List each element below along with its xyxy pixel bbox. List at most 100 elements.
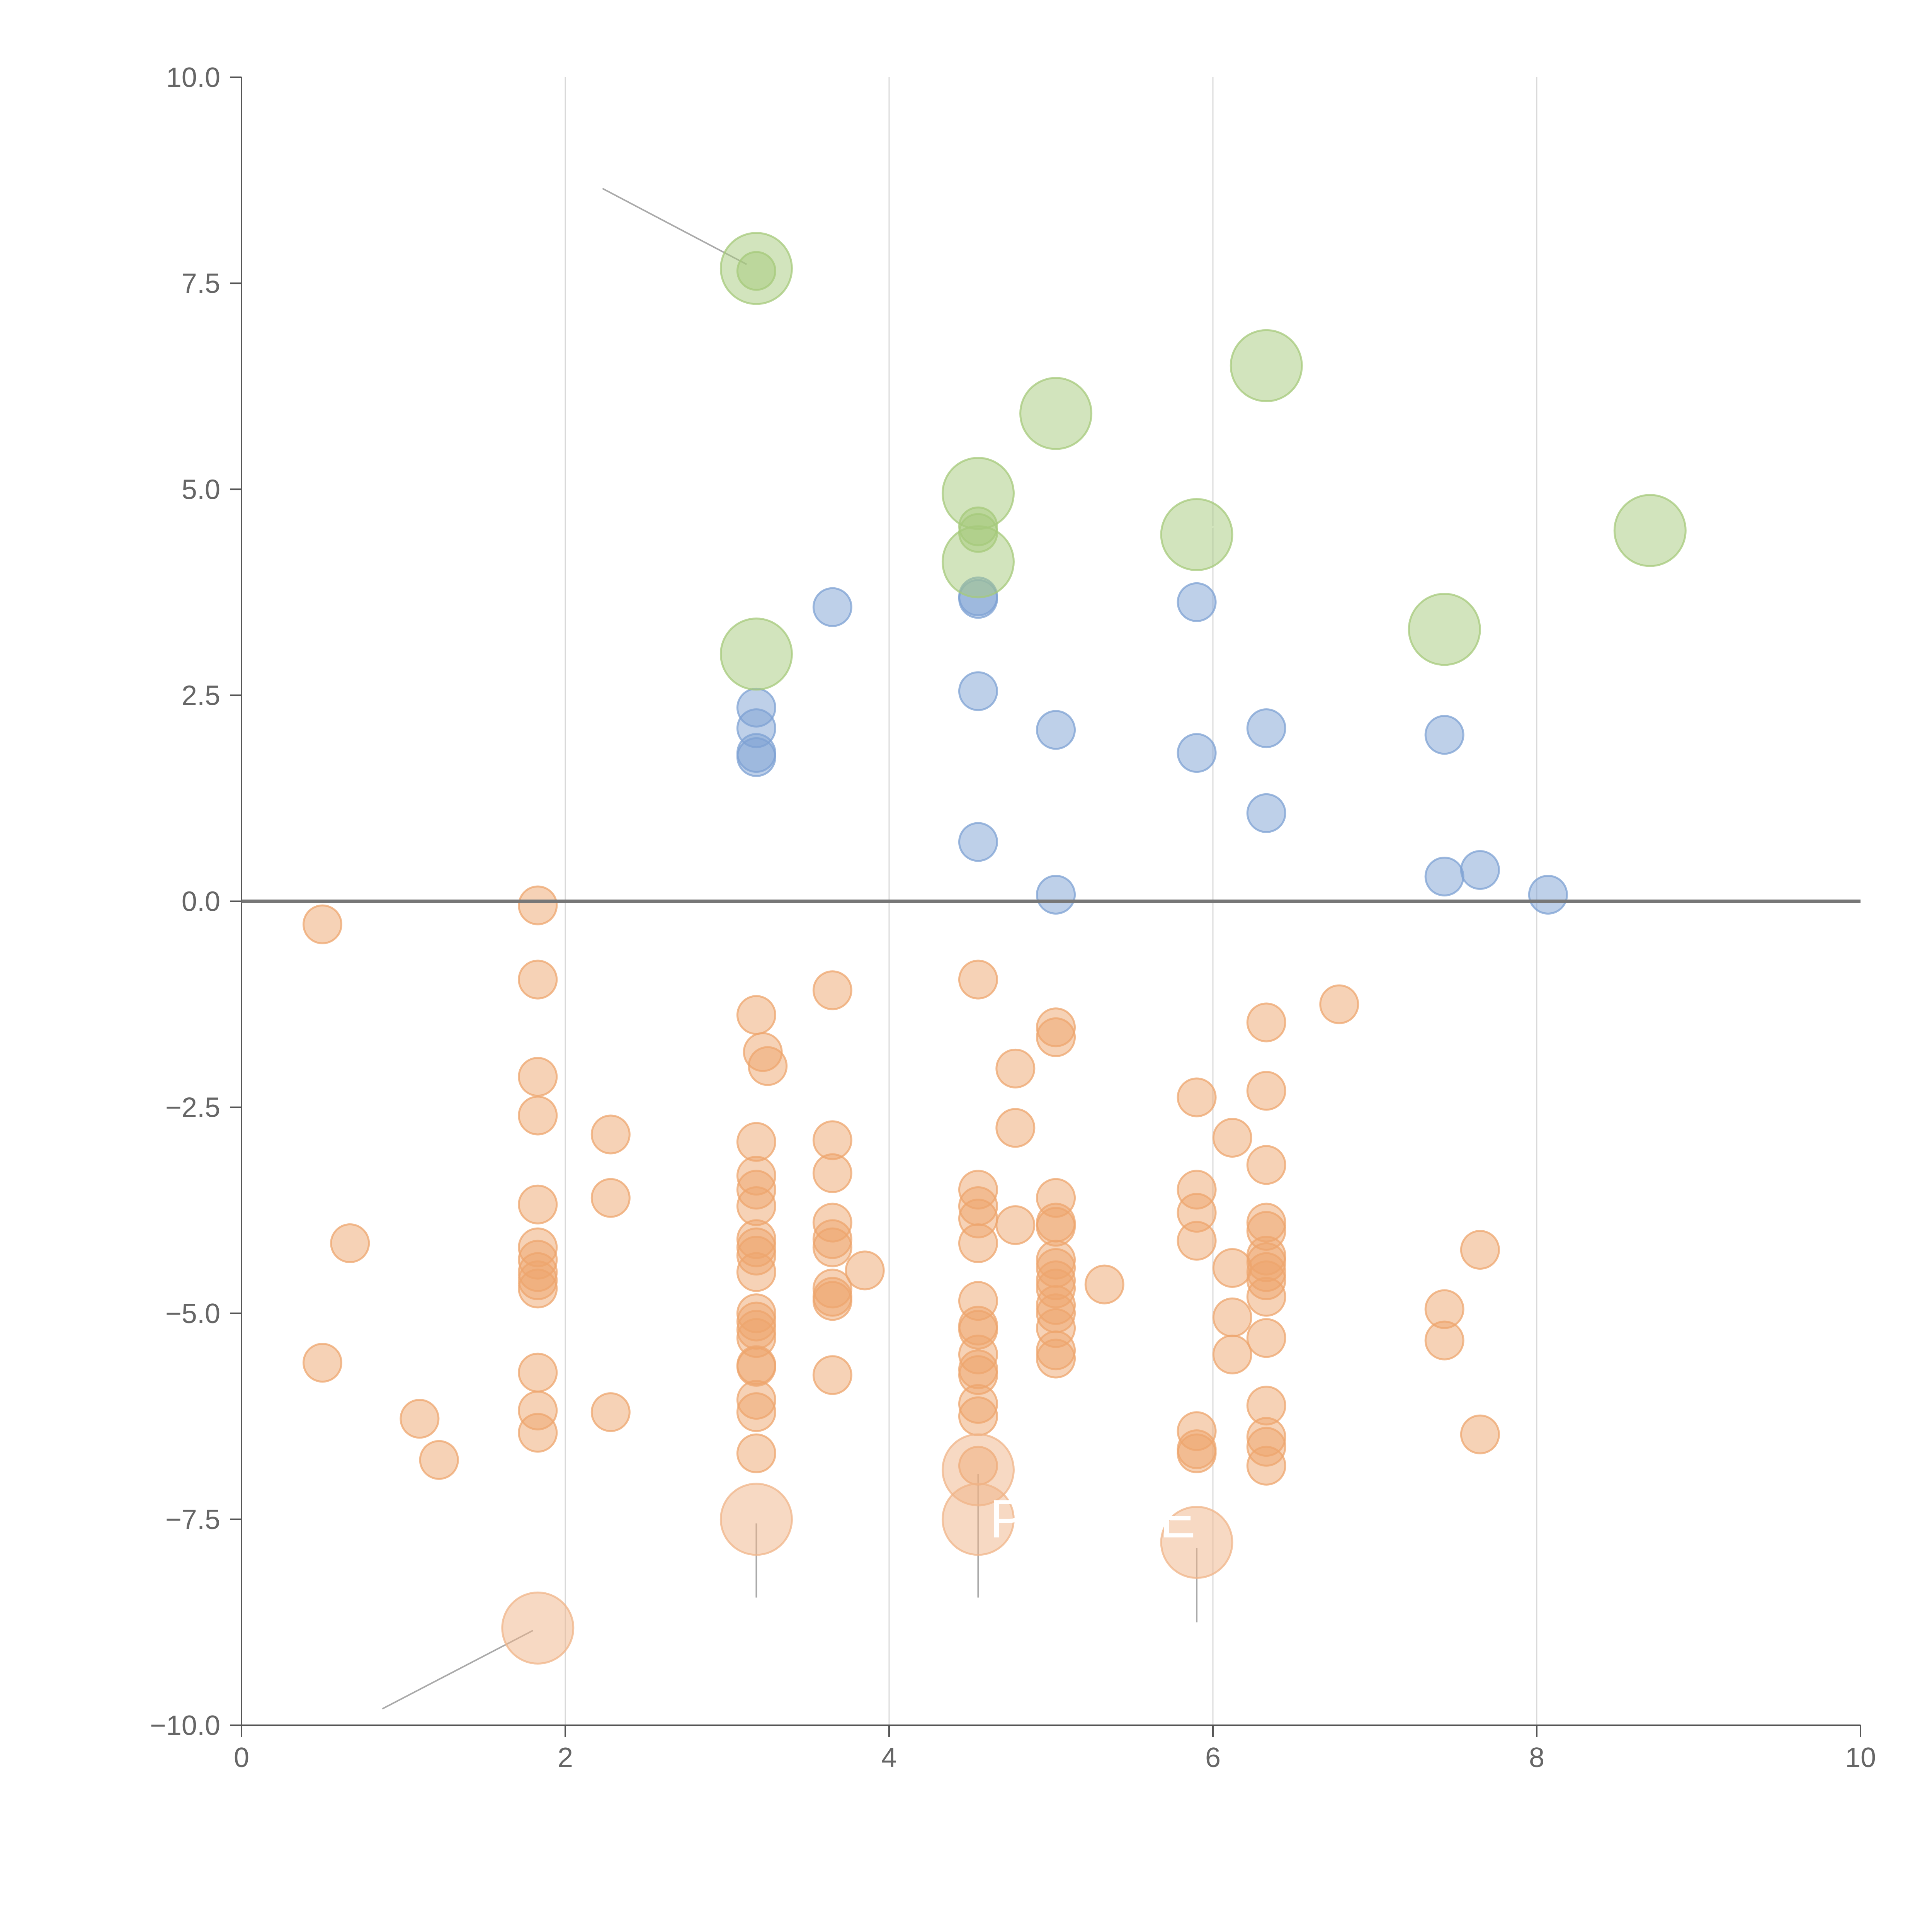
data-point-orange [812, 1153, 852, 1193]
data-point-orange [518, 959, 558, 1000]
data-point-orange [1036, 1017, 1076, 1057]
data-point-blue [1036, 874, 1076, 915]
annotation-label: P [990, 1488, 1026, 1549]
data-point-orange [1246, 1002, 1286, 1043]
data-point-blue [1246, 708, 1286, 748]
x-tick-label: 8 [1529, 1742, 1544, 1773]
data-point-orange [995, 1048, 1036, 1088]
data-point-green-large [1408, 593, 1481, 666]
data-point-orange [1246, 1071, 1286, 1111]
data-point-orange-large [501, 1591, 575, 1665]
data-point-blue [1177, 582, 1217, 622]
data-point-orange [518, 885, 558, 925]
data-point-orange-large [941, 1483, 1015, 1556]
data-point-orange [518, 1095, 558, 1136]
y-tick-label: −2.5 [165, 1092, 220, 1123]
data-point-orange [1212, 1248, 1252, 1288]
data-point-blue [1528, 874, 1568, 915]
data-point-orange [812, 1227, 852, 1267]
data-point-orange [1036, 1338, 1076, 1379]
data-point-orange [995, 1108, 1036, 1148]
data-point-orange [303, 1343, 342, 1383]
y-tick-label: 0.0 [182, 886, 220, 917]
data-point-orange [590, 1178, 631, 1218]
x-tick-label: 4 [881, 1742, 897, 1773]
data-point-orange [812, 970, 852, 1010]
data-point-orange [419, 1440, 459, 1480]
data-point-orange [518, 1413, 558, 1453]
data-point-orange [812, 1355, 852, 1395]
data-point-orange [736, 995, 776, 1035]
x-tick-label: 6 [1205, 1742, 1221, 1773]
annotation-label: E [1160, 1488, 1196, 1549]
data-point-blue [1246, 793, 1286, 833]
data-point-orange [995, 1205, 1036, 1245]
y-tick-label: 10.0 [166, 62, 220, 93]
data-point-orange [812, 1281, 852, 1321]
data-point-orange [736, 1252, 776, 1292]
data-point-green-large [1160, 498, 1233, 571]
y-tick-label: −7.5 [165, 1504, 220, 1535]
data-point-orange [1246, 1277, 1286, 1317]
data-point-orange [1212, 1118, 1252, 1158]
data-point-orange [1177, 1221, 1217, 1261]
data-point-orange-large [719, 1483, 793, 1556]
data-point-green-large [1230, 329, 1303, 402]
leader-lines [382, 188, 1651, 1710]
data-point-blue [1424, 857, 1464, 897]
data-point-orange [330, 1223, 370, 1263]
data-point-blue [812, 587, 852, 627]
data-point-green-small [958, 513, 998, 553]
data-point-orange-large [1160, 1506, 1233, 1579]
data-point-orange [400, 1399, 440, 1439]
data-point-orange [518, 1057, 558, 1097]
data-point-green-large [719, 617, 793, 691]
y-tick-label: 2.5 [182, 680, 220, 711]
data-point-orange [518, 1352, 558, 1393]
x-tick-label: 0 [234, 1742, 249, 1773]
data-point-orange [736, 1433, 776, 1473]
data-point-orange [1246, 1318, 1286, 1358]
data-point-orange [590, 1114, 631, 1155]
data-point-orange [1177, 1077, 1217, 1117]
data-point-orange [736, 1392, 776, 1432]
data-point-orange [736, 1122, 776, 1162]
data-point-orange [1460, 1414, 1500, 1454]
data-point-orange [518, 1184, 558, 1225]
data-point-orange [958, 1223, 998, 1263]
data-point-orange [1212, 1334, 1252, 1374]
x-tick-label: 2 [558, 1742, 573, 1773]
data-point-orange [1246, 1446, 1286, 1486]
data-point-blue [1177, 733, 1217, 773]
data-point-orange [845, 1250, 885, 1291]
data-point-orange [958, 959, 998, 1000]
data-point-orange [1212, 1297, 1252, 1337]
y-tick-label: 7.5 [182, 268, 220, 299]
data-points [303, 232, 1687, 1665]
data-point-orange [1424, 1320, 1464, 1361]
y-tick-label: −10.0 [150, 1710, 220, 1741]
axes: 0 2 4 6 8 10 −10.0 −7.5 −5.0 −2.5 0.0 2.5 5.0 7.5 10.0 [150, 62, 1876, 1773]
data-point-orange [1319, 984, 1359, 1024]
data-point-blue [958, 671, 998, 711]
data-point-green-small [736, 251, 776, 291]
data-point-orange [1084, 1264, 1124, 1304]
data-point-blue [1036, 710, 1076, 750]
y-tick-label: −5.0 [165, 1298, 220, 1329]
data-point-orange [958, 1396, 998, 1436]
data-point-blue [736, 737, 776, 777]
data-point-orange [748, 1046, 788, 1086]
data-point-green-large [1019, 377, 1093, 450]
x-tick-label: 10 [1845, 1742, 1876, 1773]
data-point-blue [1424, 715, 1464, 755]
data-point-orange [303, 904, 342, 944]
data-point-orange [1177, 1433, 1217, 1473]
data-point-green-large [1613, 494, 1687, 567]
data-point-orange [518, 1269, 558, 1309]
data-point-orange [1246, 1145, 1286, 1185]
data-point-blue [958, 822, 998, 862]
leader-line [602, 188, 747, 265]
data-point-orange [1460, 1230, 1500, 1270]
